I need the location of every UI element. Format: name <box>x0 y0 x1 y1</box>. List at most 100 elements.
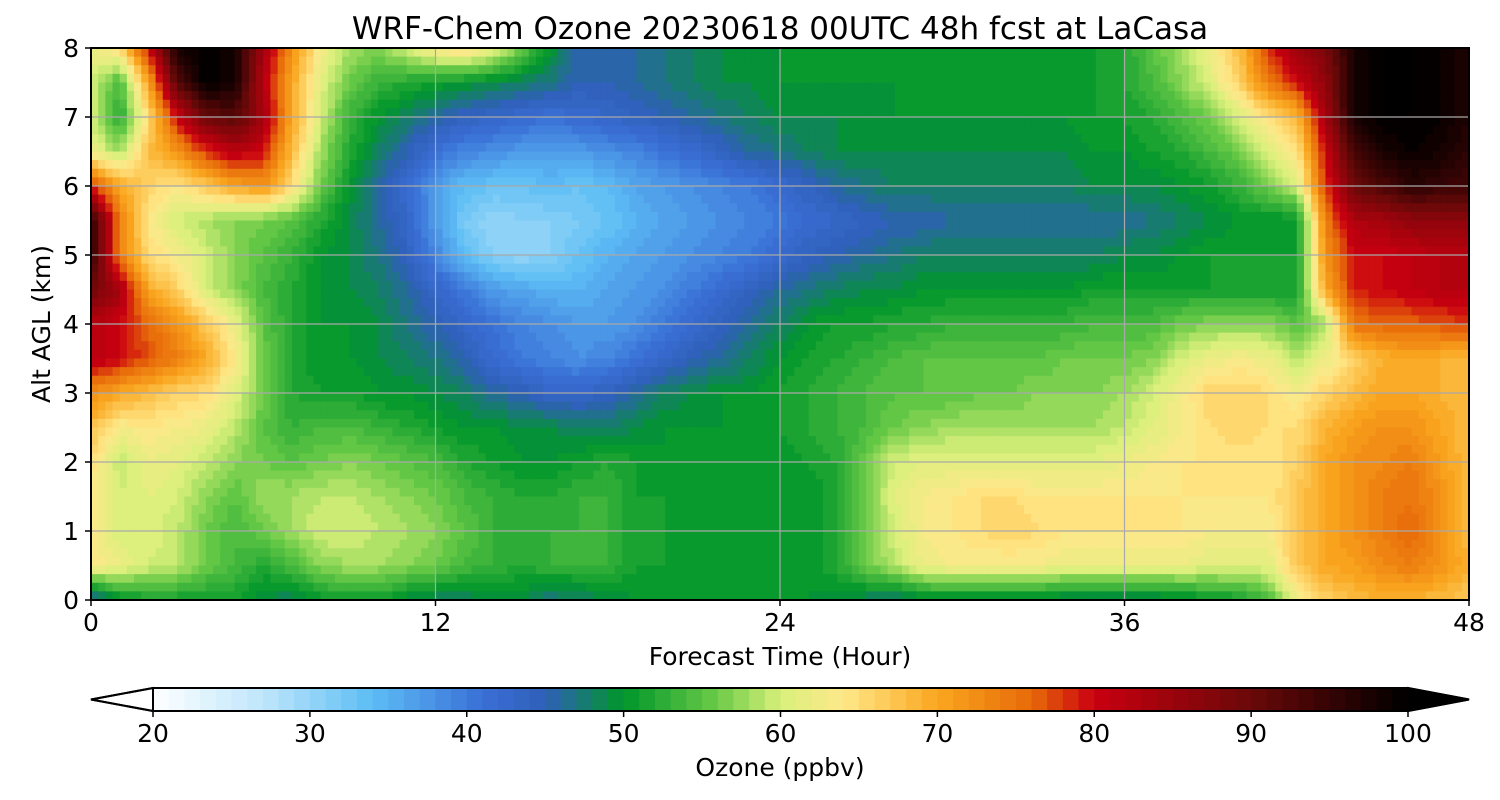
field-cell <box>607 65 616 75</box>
field-cell <box>1311 151 1319 161</box>
field-cell <box>1361 186 1370 196</box>
field-cell <box>1318 194 1327 204</box>
field-cell <box>787 73 795 84</box>
field-cell <box>1189 108 1197 118</box>
field-cell <box>758 246 767 256</box>
field-cell <box>1303 142 1312 153</box>
field-cell <box>528 48 537 58</box>
field-cell <box>256 186 264 196</box>
field-cell <box>550 194 559 204</box>
field-cell <box>241 65 250 75</box>
field-cell <box>119 246 128 256</box>
field-cell <box>1289 108 1298 118</box>
field-cell <box>744 211 752 222</box>
field-cell <box>1368 194 1377 204</box>
field-cell <box>600 99 609 109</box>
field-cell <box>1110 56 1118 66</box>
field-cell <box>184 246 193 256</box>
field-cell <box>1052 99 1061 109</box>
field-cell <box>571 220 580 230</box>
field-cell <box>327 99 336 109</box>
field-cell <box>535 168 544 178</box>
field-cell <box>1024 229 1032 239</box>
field-cell <box>1117 73 1126 84</box>
field-cell <box>1174 82 1183 92</box>
field-cell <box>1418 151 1427 161</box>
field-cell <box>586 160 594 170</box>
field-cell <box>349 48 358 58</box>
field-cell <box>119 211 128 222</box>
field-cell <box>1167 117 1176 127</box>
field-cell <box>1361 177 1370 187</box>
field-cell <box>1160 73 1169 84</box>
field-cell <box>823 117 831 127</box>
field-cell <box>1217 142 1226 153</box>
field-cell <box>363 56 372 66</box>
field-cell <box>909 160 917 170</box>
field-cell <box>1289 73 1298 84</box>
field-cell <box>815 125 824 135</box>
field-cell <box>1296 255 1305 265</box>
field-cell <box>299 117 307 127</box>
field-cell <box>1031 194 1039 204</box>
field-cell <box>1131 255 1140 265</box>
field-cell <box>521 237 530 247</box>
field-cell <box>1196 125 1205 135</box>
field-cell <box>650 168 659 178</box>
field-cell <box>988 168 996 178</box>
field-cell <box>1339 56 1348 66</box>
field-cell <box>765 56 774 66</box>
field-cell <box>134 48 142 58</box>
field-cell <box>435 48 444 58</box>
field-cell <box>191 82 200 92</box>
field-cell <box>1275 186 1283 196</box>
field-cell <box>392 117 401 127</box>
field-cell <box>744 237 752 247</box>
field-cell <box>980 125 989 135</box>
field-cell <box>801 246 810 256</box>
field-cell <box>930 203 939 213</box>
field-cell <box>449 177 458 187</box>
field-cell <box>909 99 917 109</box>
field-cell <box>349 211 358 222</box>
field-cell <box>299 48 307 58</box>
field-cell <box>701 125 709 135</box>
field-cell <box>959 82 968 92</box>
field-cell <box>112 246 121 256</box>
field-cell <box>1203 99 1212 109</box>
field-cell <box>1354 237 1362 247</box>
field-cell <box>815 65 824 75</box>
field-cell <box>435 203 444 213</box>
field-cell <box>995 168 1004 178</box>
field-cell <box>1167 48 1176 58</box>
field-cell <box>256 117 264 127</box>
field-cell <box>1124 255 1133 265</box>
field-cell <box>600 134 609 144</box>
field-cell <box>1354 160 1362 170</box>
field-cell <box>1253 255 1262 265</box>
field-cell <box>464 82 472 92</box>
field-cell <box>457 65 465 75</box>
field-cell <box>614 99 623 109</box>
field-cell <box>794 117 803 127</box>
field-cell <box>858 220 867 230</box>
field-cell <box>406 229 415 239</box>
field-cell <box>442 151 451 161</box>
field-cell <box>1447 263 1456 273</box>
field-cell <box>1382 125 1391 135</box>
field-cell <box>564 82 573 92</box>
field-cell <box>894 186 903 196</box>
field-cell <box>808 82 817 92</box>
field-cell <box>557 220 566 230</box>
field-cell <box>342 211 350 222</box>
field-cell <box>478 237 487 247</box>
field-cell <box>1038 142 1047 153</box>
field-cell <box>1390 255 1398 265</box>
field-cell <box>1440 194 1449 204</box>
field-cell <box>1024 160 1032 170</box>
field-cell <box>428 125 437 135</box>
field-cell <box>579 186 587 196</box>
field-cell <box>1124 211 1133 222</box>
field-cell <box>1253 168 1262 178</box>
field-cell <box>184 56 193 66</box>
